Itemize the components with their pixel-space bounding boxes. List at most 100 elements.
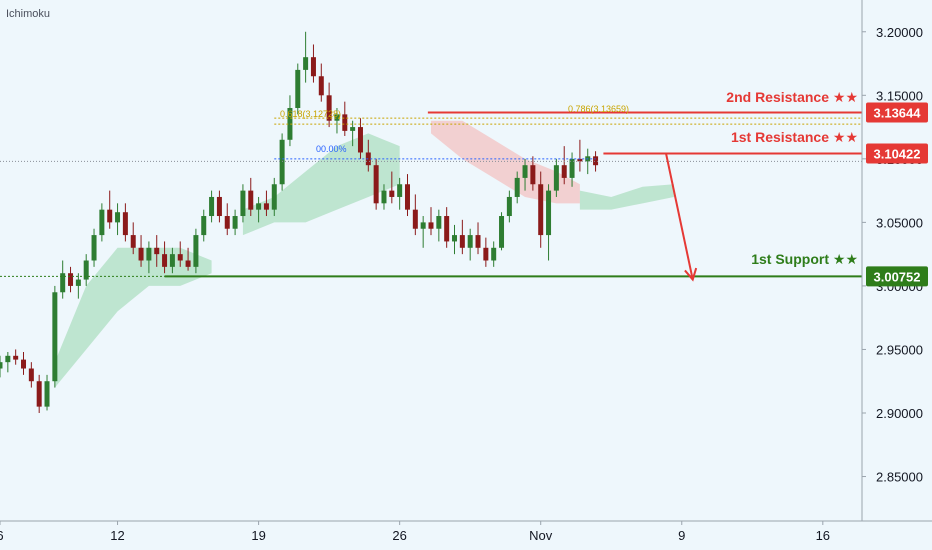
- y-tick-label: 3.05000: [876, 215, 923, 230]
- candle: [420, 222, 426, 229]
- candle: [506, 196, 512, 217]
- price-axis[interactable]: 3.200003.150003.100003.050003.000002.950…: [862, 25, 923, 485]
- candle: [514, 177, 520, 197]
- candle: [146, 247, 152, 261]
- candle: [130, 235, 136, 248]
- first-resistance-badge: 3.10422: [866, 143, 928, 164]
- y-tick-label: 3.15000: [876, 88, 923, 103]
- first-resistance-label: 1st Resistance ★★: [731, 129, 858, 145]
- candle: [44, 381, 50, 407]
- candle: [475, 235, 481, 248]
- x-tick-label: Nov: [529, 528, 553, 543]
- candle: [365, 152, 371, 166]
- candle: [193, 235, 199, 267]
- fib-786-label: 0.786(3.13659): [568, 104, 629, 114]
- candlestick-series: [0, 31, 599, 413]
- cloud-segment: [54, 247, 212, 388]
- candle: [530, 165, 536, 185]
- candle: [499, 216, 505, 248]
- candle: [342, 114, 348, 131]
- second-resistance-label: 2nd Resistance ★★: [726, 89, 858, 105]
- candle: [593, 156, 599, 166]
- candle: [389, 190, 395, 197]
- candle: [350, 127, 356, 131]
- candle: [373, 165, 379, 204]
- y-tick-label: 2.90000: [876, 406, 923, 421]
- candle: [459, 235, 465, 248]
- fib-0-label: 00.00%: [316, 144, 347, 154]
- candle: [381, 190, 387, 204]
- x-tick-label: 12: [110, 528, 124, 543]
- sr-levels: [0, 111, 862, 282]
- candle: [185, 260, 191, 267]
- candle: [546, 190, 552, 236]
- candle: [263, 203, 269, 210]
- candle: [467, 235, 473, 248]
- candle: [99, 209, 105, 236]
- candle: [91, 235, 97, 261]
- candle: [561, 165, 567, 178]
- x-tick-label: 26: [392, 528, 406, 543]
- first-support-label: 1st Support ★★: [751, 251, 858, 267]
- x-tick-label: 16: [816, 528, 830, 543]
- time-axis[interactable]: 6 12 19 26 Nov 9 16: [0, 521, 830, 543]
- candle: [13, 355, 19, 360]
- forecast-arrow: [665, 153, 694, 280]
- candle: [83, 260, 89, 280]
- candle: [295, 69, 301, 109]
- indicator-label[interactable]: Ichimoku: [6, 8, 50, 20]
- forecast-arrowhead: [684, 267, 698, 282]
- candle: [256, 203, 262, 210]
- candle: [452, 235, 458, 242]
- candle: [248, 190, 254, 210]
- candle: [577, 158, 583, 162]
- second-resistance-badge: 3.13644: [866, 102, 928, 123]
- svg-text:3.13644: 3.13644: [874, 106, 922, 121]
- candle: [538, 184, 544, 236]
- candle: [36, 381, 42, 407]
- candle: [177, 254, 183, 261]
- candle: [553, 165, 559, 191]
- candle: [224, 216, 230, 229]
- candle: [169, 254, 175, 267]
- candle: [209, 196, 215, 217]
- svg-text:3.10422: 3.10422: [874, 146, 921, 161]
- candle: [303, 57, 309, 70]
- candle: [216, 196, 222, 217]
- candle: [483, 247, 489, 261]
- candle: [271, 184, 277, 210]
- candle: [115, 212, 121, 223]
- candle: [68, 273, 74, 286]
- candle: [5, 355, 11, 363]
- candle: [444, 216, 450, 242]
- candle: [357, 127, 363, 153]
- candle: [75, 279, 81, 286]
- candle: [0, 362, 3, 369]
- x-tick-label: 19: [251, 528, 265, 543]
- candle: [334, 114, 340, 121]
- candle: [138, 247, 144, 261]
- x-tick-label: 6: [0, 528, 4, 543]
- candle: [397, 184, 403, 197]
- candle: [28, 368, 34, 382]
- candle: [60, 273, 66, 293]
- candle: [240, 190, 246, 217]
- candle: [107, 209, 113, 223]
- candle: [412, 209, 418, 229]
- candle: [154, 247, 160, 255]
- svg-text:3.00752: 3.00752: [874, 269, 921, 284]
- candle: [201, 216, 207, 236]
- candle: [428, 222, 434, 229]
- candle: [122, 212, 128, 236]
- y-tick-label: 2.85000: [876, 470, 923, 485]
- fib-618-label: 0.618(3.12728): [280, 109, 341, 119]
- candle: [310, 57, 316, 77]
- candle: [318, 76, 324, 96]
- candle: [436, 216, 442, 229]
- candle: [52, 292, 58, 382]
- candle: [279, 139, 285, 185]
- cloud-segment: [579, 184, 674, 210]
- candle: [326, 95, 332, 121]
- candle: [491, 247, 497, 261]
